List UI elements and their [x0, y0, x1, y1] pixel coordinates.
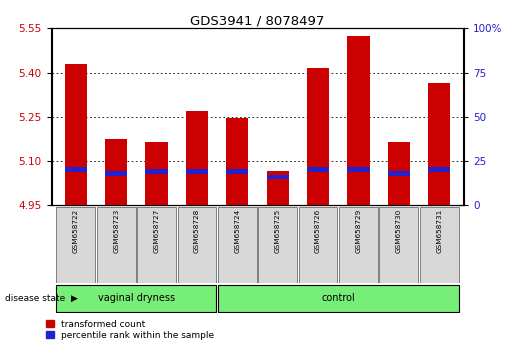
Text: GSM658724: GSM658724 [234, 209, 241, 253]
Legend: transformed count, percentile rank within the sample: transformed count, percentile rank withi… [46, 320, 214, 340]
Bar [428, 83, 451, 205]
Bar [145, 169, 167, 174]
Text: GSM658727: GSM658727 [153, 209, 160, 253]
Text: disease state  ▶: disease state ▶ [5, 294, 78, 303]
FancyBboxPatch shape [218, 285, 459, 312]
FancyBboxPatch shape [56, 207, 95, 283]
Text: GSM658730: GSM658730 [396, 209, 402, 253]
Bar [307, 167, 329, 172]
Title: GDS3941 / 8078497: GDS3941 / 8078497 [191, 14, 324, 27]
Bar [348, 36, 370, 205]
Bar [226, 118, 248, 205]
Bar [307, 68, 329, 205]
Bar [267, 175, 289, 179]
Bar [267, 171, 289, 205]
Bar [186, 169, 208, 174]
Text: GSM658722: GSM658722 [73, 209, 79, 253]
FancyBboxPatch shape [420, 207, 459, 283]
Text: GSM658728: GSM658728 [194, 209, 200, 253]
Text: vaginal dryness: vaginal dryness [98, 293, 175, 303]
Bar [64, 167, 87, 172]
Bar [388, 142, 410, 205]
FancyBboxPatch shape [97, 207, 135, 283]
Text: GSM658723: GSM658723 [113, 209, 119, 253]
FancyBboxPatch shape [339, 207, 378, 283]
FancyBboxPatch shape [178, 207, 216, 283]
Bar [105, 139, 127, 205]
Bar [348, 167, 370, 172]
FancyBboxPatch shape [56, 285, 216, 312]
Bar [186, 111, 208, 205]
FancyBboxPatch shape [299, 207, 337, 283]
FancyBboxPatch shape [380, 207, 418, 283]
Text: GSM658726: GSM658726 [315, 209, 321, 253]
FancyBboxPatch shape [218, 207, 256, 283]
Bar [388, 171, 410, 176]
Bar [428, 167, 451, 172]
Bar [226, 169, 248, 174]
Bar [105, 171, 127, 176]
Bar [145, 142, 167, 205]
Text: control: control [321, 293, 355, 303]
Bar [64, 64, 87, 205]
Text: GSM658725: GSM658725 [274, 209, 281, 253]
FancyBboxPatch shape [137, 207, 176, 283]
FancyBboxPatch shape [259, 207, 297, 283]
Text: GSM658729: GSM658729 [355, 209, 362, 253]
Text: GSM658731: GSM658731 [436, 209, 442, 253]
